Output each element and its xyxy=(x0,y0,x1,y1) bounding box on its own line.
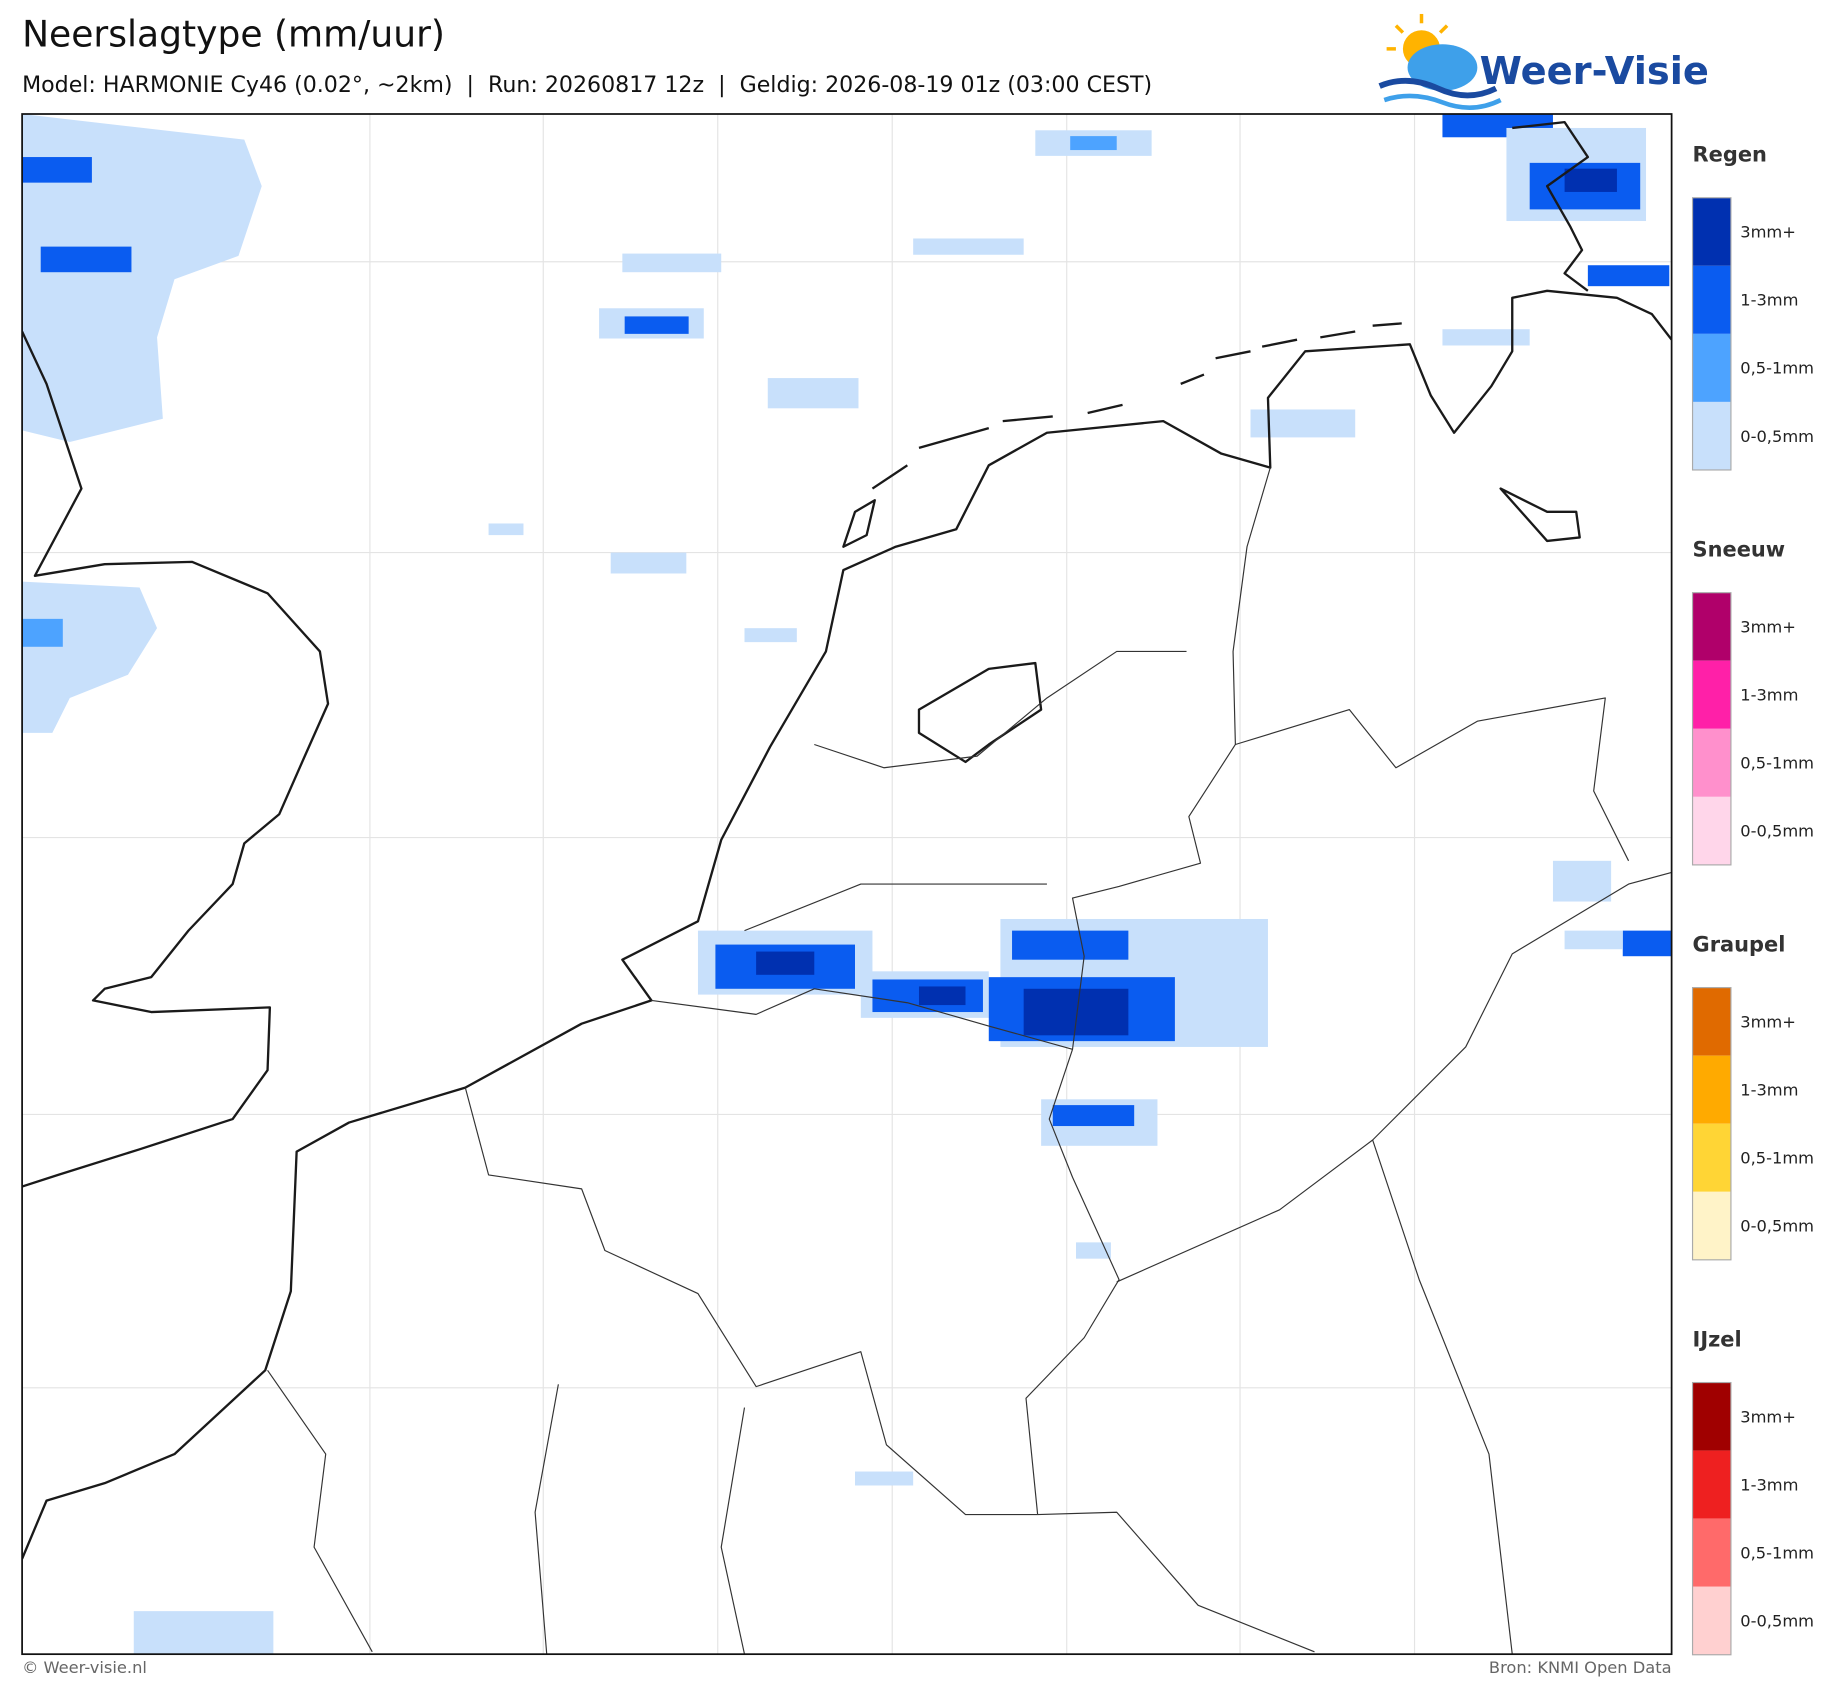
precipitation xyxy=(22,114,1672,1655)
legend-swatch xyxy=(1692,1191,1731,1260)
logo-text: Weer-Visie xyxy=(1480,49,1709,94)
map xyxy=(22,114,1672,1655)
legend-swatch xyxy=(1692,660,1731,729)
legend-swatch xyxy=(1692,1055,1731,1124)
subtitle: Model: HARMONIE Cy46 (0.02°, ~2km) | Run… xyxy=(22,72,1152,98)
legend-title: IJzel xyxy=(1693,1327,1742,1351)
legend-swatch xyxy=(1692,1518,1731,1587)
legend-swatch xyxy=(1692,1123,1731,1192)
footer-right: Bron: KNMI Open Data xyxy=(1489,1658,1672,1677)
borders xyxy=(267,467,1672,1655)
legend-bar-outline xyxy=(1691,197,1732,471)
legend-swatch xyxy=(1692,265,1731,334)
legend-label: 3mm+ xyxy=(1740,1012,1796,1031)
legend-swatch xyxy=(1692,333,1731,402)
legend-bar-outline xyxy=(1691,592,1732,866)
legend-swatch xyxy=(1692,987,1731,1056)
footer-left: © Weer-visie.nl xyxy=(22,1658,147,1677)
legend-label: 3mm+ xyxy=(1740,618,1796,637)
legend-swatch xyxy=(1692,197,1731,266)
map-frame xyxy=(21,113,1673,1656)
legend-label: 0-0,5mm xyxy=(1740,822,1814,841)
legend-swatch xyxy=(1692,728,1731,797)
legend-title: Regen xyxy=(1693,143,1767,167)
title: Neerslagtype (mm/uur) xyxy=(22,14,445,56)
legend-label: 1-3mm xyxy=(1740,291,1798,310)
legend-label: 0,5-1mm xyxy=(1740,1543,1814,1562)
legend-label: 1-3mm xyxy=(1740,686,1798,705)
legend-swatch xyxy=(1692,1382,1731,1451)
graticule xyxy=(22,114,1672,1655)
legend-label: 1-3mm xyxy=(1740,1081,1798,1100)
legend-swatch xyxy=(1692,592,1731,661)
legend-label: 1-3mm xyxy=(1740,1475,1798,1494)
legend-title: Sneeuw xyxy=(1693,538,1786,562)
legend-label: 0-0,5mm xyxy=(1740,1612,1814,1631)
legend-swatch xyxy=(1692,401,1731,470)
legend-label: 0-0,5mm xyxy=(1740,427,1814,446)
legend-label: 3mm+ xyxy=(1740,1407,1796,1426)
legend-label: 0,5-1mm xyxy=(1740,1149,1814,1168)
legend-title: Graupel xyxy=(1693,933,1786,957)
legend-bar-outline xyxy=(1691,1381,1732,1656)
legend-swatch xyxy=(1692,1450,1731,1519)
legend: Regen 3mm+ 1-3mm 0,5-1mm 0-0,5mm Sneeuw 3mm+ 1-… xyxy=(1691,143,1814,1656)
legend-swatch xyxy=(1692,796,1731,865)
legend-bar-outline xyxy=(1691,987,1732,1261)
logo: Weer-Visie xyxy=(1378,13,1709,110)
legend-label: 0,5-1mm xyxy=(1740,359,1814,378)
legend-label: 0-0,5mm xyxy=(1740,1217,1814,1236)
legend-swatch xyxy=(1692,1586,1731,1655)
coastline xyxy=(22,120,1672,1560)
legend-label: 3mm+ xyxy=(1740,223,1796,242)
legend-label: 0,5-1mm xyxy=(1740,754,1814,773)
